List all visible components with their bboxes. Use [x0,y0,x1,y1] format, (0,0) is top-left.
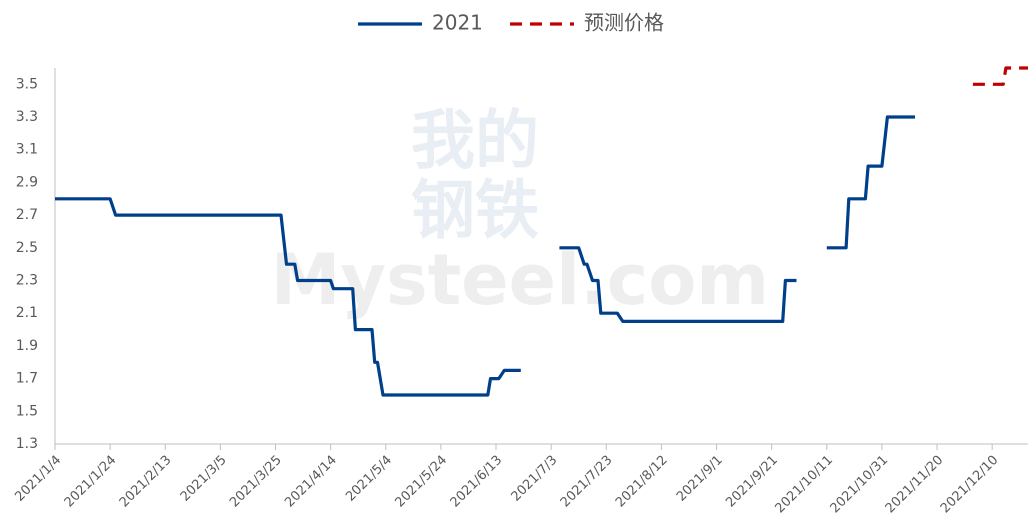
legend-label: 预测价格 [584,11,664,35]
x-tick-label: 2021/11/20 [883,453,947,517]
series-line [972,66,1028,86]
y-tick-label: 2.1 [16,305,38,321]
x-tick-label: 2021/6/13 [448,453,506,511]
y-tick-label: 3.3 [16,109,38,125]
x-tick-label: 2021/8/12 [613,453,671,511]
x-tick-label: 2021/7/3 [509,453,561,505]
x-tick-label: 2021/2/13 [117,453,175,511]
series-line [55,197,521,397]
x-tick-label: 2021/7/23 [558,453,616,511]
watermark: 钢铁 [411,175,539,249]
y-tick-label: 2.9 [16,174,38,190]
y-tick-label: 2.7 [16,207,38,223]
x-tick-label: 2021/3/25 [227,453,285,511]
x-tick-label: 2021/9/1 [674,453,726,505]
y-tick-label: 1.7 [16,371,38,387]
x-tick-label: 2021/4/14 [282,453,340,511]
watermark: Mysteel.com [271,239,769,321]
x-tick-label: 2021/1/24 [62,453,120,511]
x-tick-label: 2021/1/4 [12,453,64,505]
y-tick-label: 2.3 [16,273,38,289]
x-tick-label: 2021/5/24 [392,453,450,511]
x-tick-label: 2021/10/31 [828,453,892,517]
x-tick-label: 2021/3/5 [178,453,230,505]
series-line [826,115,915,250]
y-tick-label: 3.1 [16,142,38,158]
y-tick-label: 3.5 [16,76,38,92]
x-tick-label: 2021/12/10 [938,453,1002,517]
y-tick-label: 1.9 [16,338,38,354]
series-line [559,246,797,323]
x-tick-label: 2021/5/4 [343,453,395,505]
x-tick-label: 2021/10/11 [772,453,836,517]
y-tick-label: 1.3 [16,436,38,452]
x-tick-label: 2021/9/21 [723,453,781,511]
watermark: 我的 [411,105,539,179]
y-tick-label: 2.5 [16,240,38,256]
legend-label: 2021 [432,11,483,35]
y-tick-label: 1.5 [16,403,38,419]
